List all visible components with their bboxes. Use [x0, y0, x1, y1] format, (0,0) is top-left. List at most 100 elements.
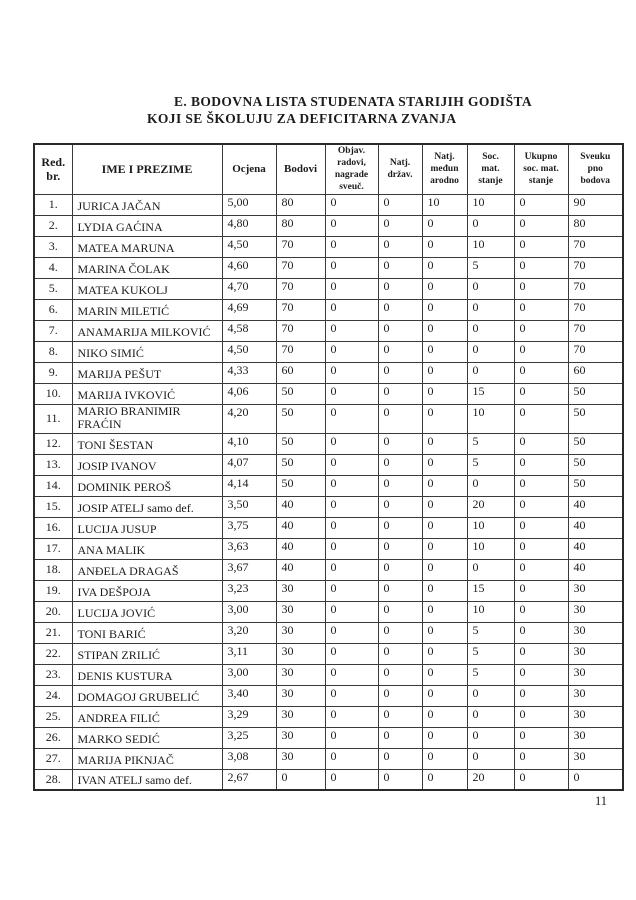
cell-ukupno-soc-mat-stanje: 0: [513, 193, 569, 216]
table-row: 22. STIPAN ZRILIĆ 3,11 30 0 0 0 5 0 30: [33, 642, 624, 665]
cell-ukupno-soc-mat-stanje: 0: [513, 726, 569, 749]
cell-objav-radovi-nagrade-sveuc: 0: [324, 684, 379, 707]
cell-soc-mat-stanje: 0: [466, 298, 515, 321]
cell-sveukupno-bodova: 40: [567, 537, 624, 560]
cell-bodovi: 30: [275, 579, 326, 602]
cell-objav-radovi-nagrade-sveuc: 0: [324, 256, 379, 279]
cell-bodovi: 30: [275, 747, 326, 770]
cell-natj-medunarodno: 0: [421, 537, 468, 560]
cell-bodovi: 30: [275, 663, 326, 686]
cell-red-br: 1.: [33, 193, 73, 216]
cell-ime-i-prezime: LUCIJA JUSUP: [71, 516, 223, 539]
cell-natj-medunarodno: 0: [421, 340, 468, 363]
cell-natj-drzav: 0: [377, 663, 423, 686]
cell-natj-drzav: 0: [377, 235, 423, 258]
cell-objav-radovi-nagrade-sveuc: 0: [324, 642, 379, 665]
cell-bodovi: 60: [275, 361, 326, 384]
cell-objav-radovi-nagrade-sveuc: 0: [324, 600, 379, 623]
cell-objav-radovi-nagrade-sveuc: 0: [324, 621, 379, 644]
cell-red-br: 24.: [33, 684, 73, 707]
cell-red-br: 3.: [33, 235, 73, 258]
cell-bodovi: 50: [275, 432, 326, 455]
table-row: 19. IVA DEŠPOJA 3,23 30 0 0 0 15 0 30: [33, 579, 624, 602]
cell-natj-drzav: 0: [377, 474, 423, 497]
cell-ocjena: 4,60: [221, 256, 277, 279]
cell-sveukupno-bodova: 30: [567, 621, 624, 644]
cell-objav-radovi-nagrade-sveuc: 0: [324, 214, 379, 237]
cell-soc-mat-stanje: 15: [466, 382, 515, 405]
cell-ukupno-soc-mat-stanje: 0: [513, 474, 569, 497]
cell-ocjena: 4,14: [221, 474, 277, 497]
cell-soc-mat-stanje: 10: [466, 516, 515, 539]
cell-ocjena: 4,10: [221, 432, 277, 455]
cell-soc-mat-stanje: 20: [466, 495, 515, 518]
cell-natj-medunarodno: 0: [421, 214, 468, 237]
cell-ocjena: 3,23: [221, 579, 277, 602]
cell-ocjena: 3,08: [221, 747, 277, 770]
cell-sveukupno-bodova: 70: [567, 319, 624, 342]
cell-objav-radovi-nagrade-sveuc: 0: [324, 705, 379, 728]
cell-bodovi: 30: [275, 705, 326, 728]
cell-soc-mat-stanje: 0: [466, 319, 515, 342]
table-row: 8. NIKO SIMIĆ 4,50 70 0 0 0 0 0 70: [33, 340, 624, 363]
cell-soc-mat-stanje: 20: [466, 768, 515, 791]
cell-bodovi: 0: [275, 768, 326, 791]
cell-bodovi: 70: [275, 298, 326, 321]
cell-red-br: 15.: [33, 495, 73, 518]
cell-bodovi: 30: [275, 684, 326, 707]
cell-sveukupno-bodova: 30: [567, 705, 624, 728]
cell-ime-i-prezime: LYDIA GAĆINA: [71, 214, 223, 237]
cell-ukupno-soc-mat-stanje: 0: [513, 579, 569, 602]
cell-natj-medunarodno: 0: [421, 663, 468, 686]
cell-natj-medunarodno: 0: [421, 298, 468, 321]
cell-red-br: 17.: [33, 537, 73, 560]
cell-ukupno-soc-mat-stanje: 0: [513, 516, 569, 539]
cell-objav-radovi-nagrade-sveuc: 0: [324, 340, 379, 363]
table-row: 27. MARIJA PIKNJAČ 3,08 30 0 0 0 0 0 30: [33, 747, 624, 770]
cell-natj-medunarodno: 0: [421, 403, 468, 434]
cell-ukupno-soc-mat-stanje: 0: [513, 558, 569, 581]
cell-ocjena: 3,67: [221, 558, 277, 581]
cell-natj-medunarodno: 0: [421, 256, 468, 279]
cell-objav-radovi-nagrade-sveuc: 0: [324, 403, 379, 434]
table-row: 9. MARIJA PEŠUT 4,33 60 0 0 0 0 0 60: [33, 361, 624, 384]
cell-soc-mat-stanje: 0: [466, 277, 515, 300]
cell-red-br: 23.: [33, 663, 73, 686]
cell-natj-drzav: 0: [377, 340, 423, 363]
cell-ocjena: 4,69: [221, 298, 277, 321]
cell-ime-i-prezime: MARIJA PIKNJAČ: [71, 747, 223, 770]
cell-ime-i-prezime: MARIJA PEŠUT: [71, 361, 223, 384]
cell-ukupno-soc-mat-stanje: 0: [513, 453, 569, 476]
cell-ime-i-prezime: LUCIJA JOVIĆ: [71, 600, 223, 623]
cell-natj-drzav: 0: [377, 214, 423, 237]
cell-soc-mat-stanje: 5: [466, 642, 515, 665]
cell-natj-drzav: 0: [377, 361, 423, 384]
cell-ocjena: 3,25: [221, 726, 277, 749]
cell-natj-medunarodno: 0: [421, 705, 468, 728]
cell-sveukupno-bodova: 40: [567, 495, 624, 518]
table-row: 6. MARIN MILETIĆ 4,69 70 0 0 0 0 0 70: [33, 298, 624, 321]
cell-ime-i-prezime: ANDREA FILIĆ: [71, 705, 223, 728]
cell-ocjena: 3,11: [221, 642, 277, 665]
cell-ime-i-prezime: ANĐELA DRAGAŠ: [71, 558, 223, 581]
cell-natj-drzav: 0: [377, 193, 423, 216]
table-row: 21. TONI BARIĆ 3,20 30 0 0 0 5 0 30: [33, 621, 624, 644]
cell-ukupno-soc-mat-stanje: 0: [513, 256, 569, 279]
cell-natj-drzav: 0: [377, 684, 423, 707]
cell-ime-i-prezime: JOSIP ATELJ samo def.: [71, 495, 223, 518]
table-row: 24. DOMAGOJ GRUBELIĆ 3,40 30 0 0 0 0 0 30: [33, 684, 624, 707]
cell-sveukupno-bodova: 30: [567, 726, 624, 749]
cell-objav-radovi-nagrade-sveuc: 0: [324, 579, 379, 602]
header-cell-red-br: Red. br.: [33, 143, 73, 195]
header-cell-sveukupno-bodova: Sveuku pno bodova: [567, 143, 624, 195]
cell-natj-medunarodno: 0: [421, 277, 468, 300]
cell-natj-medunarodno: 0: [421, 558, 468, 581]
cell-ocjena: 3,00: [221, 663, 277, 686]
header-cell-ime-i-prezime: IME I PREZIME: [71, 143, 223, 195]
header-cell-soc-mat-stanje: Soc. mat. stanje: [466, 143, 515, 195]
cell-ukupno-soc-mat-stanje: 0: [513, 663, 569, 686]
cell-natj-drzav: 0: [377, 768, 423, 791]
cell-soc-mat-stanje: 5: [466, 621, 515, 644]
cell-ime-i-prezime: STIPAN ZRILIĆ: [71, 642, 223, 665]
